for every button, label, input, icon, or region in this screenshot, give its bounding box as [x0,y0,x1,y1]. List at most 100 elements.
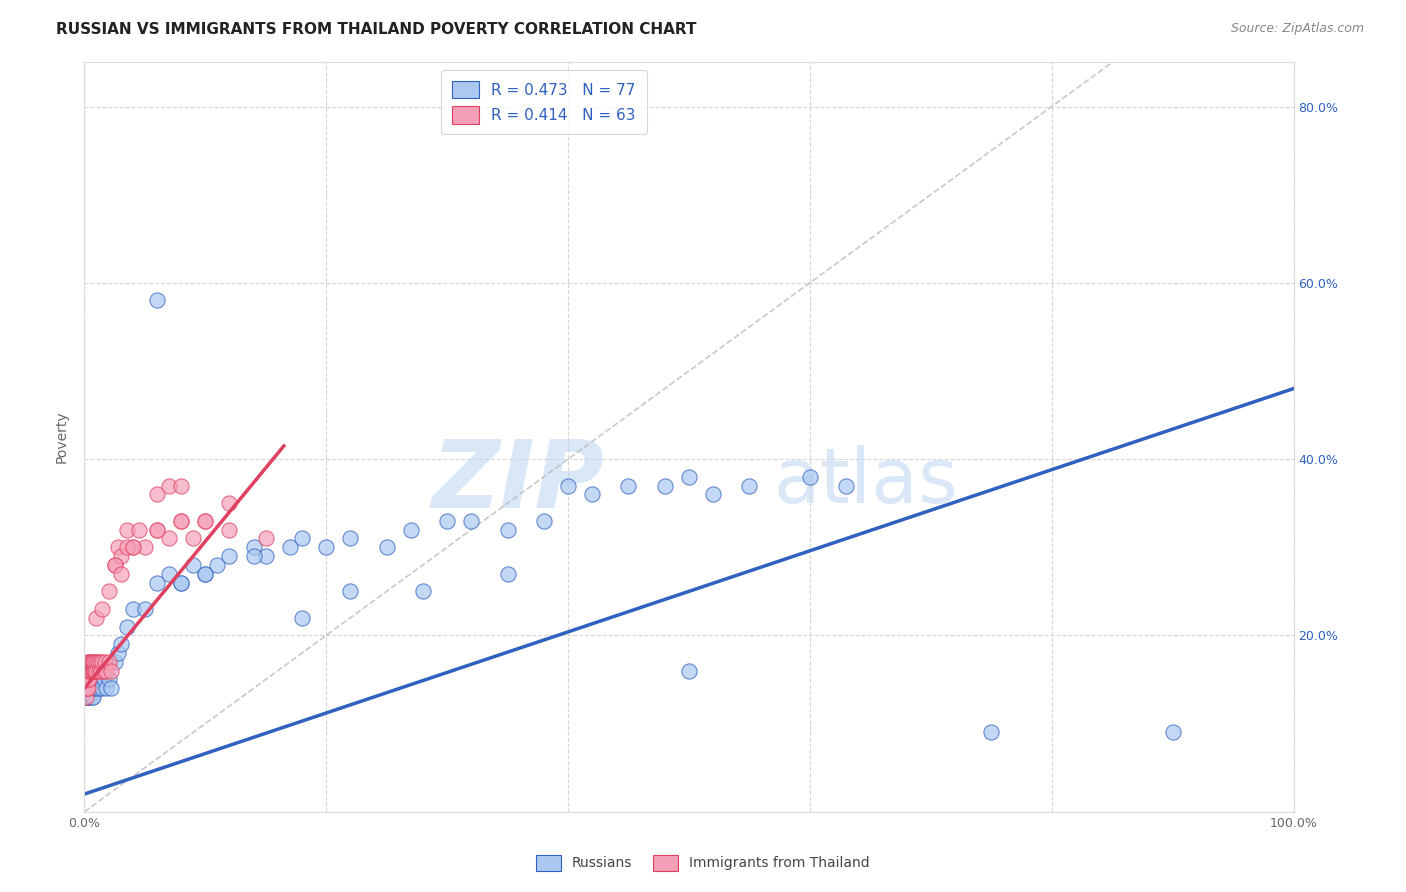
Point [496,566,519,581]
Point [157,566,180,581]
Point [218,549,240,563]
Point [94,664,117,678]
Point [97,584,120,599]
Point [75,681,97,696]
Point [110,566,132,581]
Point [557,478,579,492]
Point [835,478,858,492]
Point [115,541,138,555]
Point [80,681,103,696]
Point [82,655,104,669]
Point [291,532,314,546]
Point [654,478,676,492]
Point [80,655,103,669]
Point [87,681,110,696]
Point [76,681,98,696]
Point [121,541,143,555]
Point [86,655,108,669]
Point [799,469,821,483]
Point [436,514,458,528]
Point [1161,725,1184,739]
Point [194,514,217,528]
Point [82,664,104,678]
Point [157,532,180,546]
Point [121,541,143,555]
Point [86,664,108,678]
Point [702,487,724,501]
Text: Source: ZipAtlas.com: Source: ZipAtlas.com [1230,22,1364,36]
Point [157,478,180,492]
Legend: Russians, Immigrants from Thailand: Russians, Immigrants from Thailand [530,849,876,876]
Point [315,541,337,555]
Text: RUSSIAN VS IMMIGRANTS FROM THAILAND POVERTY CORRELATION CHART: RUSSIAN VS IMMIGRANTS FROM THAILAND POVE… [56,22,697,37]
Point [278,541,301,555]
Point [134,602,156,616]
Point [399,523,422,537]
Point [79,681,101,696]
Point [77,690,100,705]
Point [89,673,111,687]
Point [86,611,108,625]
Point [254,532,277,546]
Point [76,673,98,687]
Point [91,602,114,616]
Point [170,514,193,528]
Point [82,673,104,687]
Point [121,602,143,616]
Point [181,532,204,546]
Point [77,664,100,678]
Y-axis label: Poverty: Poverty [55,411,69,463]
Point [84,664,107,678]
Point [79,673,101,687]
Point [146,523,169,537]
Point [291,611,314,625]
Point [115,523,138,537]
Point [678,664,700,678]
Point [77,681,100,696]
Point [91,655,114,669]
Point [91,681,114,696]
Point [84,673,107,687]
Point [75,673,97,687]
Point [100,664,122,678]
Point [254,549,277,563]
Point [980,725,1002,739]
Point [146,293,169,308]
Point [79,664,101,678]
Point [170,514,193,528]
Point [83,681,105,696]
Point [80,664,103,678]
Point [110,637,132,651]
Point [97,673,120,687]
Point [77,664,100,678]
Point [75,681,97,696]
Point [86,681,108,696]
Point [218,496,240,510]
Point [77,673,100,687]
Point [76,673,98,687]
Point [100,681,122,696]
Point [194,566,217,581]
Point [104,558,127,572]
Point [77,681,100,696]
Point [75,690,97,705]
Point [77,664,100,678]
Point [82,690,104,705]
Point [375,541,398,555]
Point [79,655,101,669]
Point [339,532,361,546]
Point [412,584,434,599]
Text: ZIP: ZIP [432,436,605,528]
Point [218,523,240,537]
Point [76,681,98,696]
Point [79,664,101,678]
Point [104,655,127,669]
Point [170,575,193,590]
Point [107,541,129,555]
Text: atlas: atlas [773,445,959,519]
Point [110,549,132,563]
Point [115,619,138,633]
Point [77,673,100,687]
Point [460,514,482,528]
Point [86,673,108,687]
